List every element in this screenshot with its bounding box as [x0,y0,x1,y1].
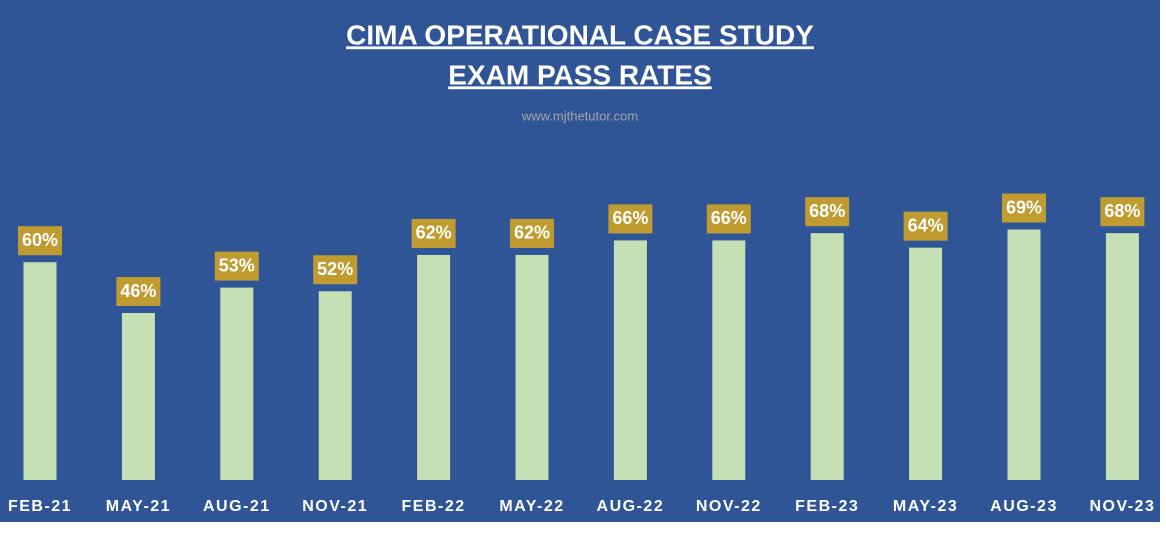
bar [613,240,647,480]
chart-title: EXAM PASS RATES [448,59,711,90]
data-label-box [313,255,358,285]
bar [810,233,844,480]
data-label-box [608,204,653,234]
x-tick-label: AUG-23 [990,498,1058,515]
x-tick-label: NOV-23 [1089,498,1155,515]
data-label: 62% [416,223,452,243]
data-label: 66% [612,208,648,228]
chart-subtitle: www.mjthetutor.com [521,108,638,123]
x-tick-label: MAY-21 [106,498,171,515]
data-label: 62% [514,223,550,243]
data-label: 60% [22,230,58,250]
data-label-box [1002,193,1046,223]
data-label-box [805,197,850,227]
chart-title: CIMA OPERATIONAL CASE STUDY [346,19,814,50]
x-tick-label: FEB-22 [402,498,466,515]
x-tick-label: NOV-22 [696,498,762,515]
data-label: 46% [120,281,156,301]
data-label-box [510,218,554,248]
bar [23,262,57,480]
x-tick-label: FEB-23 [795,498,859,515]
x-tick-label: MAY-23 [893,498,958,515]
bar [712,240,746,480]
bar [1007,229,1041,480]
data-label: 52% [317,259,353,279]
bar [121,313,155,480]
data-label-box [18,226,62,256]
chart-background [0,0,1160,522]
bar [909,247,943,480]
data-label-box [1100,197,1145,227]
data-label-box [116,277,161,307]
bar [1105,233,1139,480]
bar [220,287,254,480]
data-label: 68% [1104,201,1140,221]
data-label: 53% [219,255,255,275]
bar [515,254,549,480]
bar [417,254,451,480]
data-label: 68% [809,201,845,221]
data-label: 66% [711,208,747,228]
data-label-box [903,211,948,241]
data-label: 64% [908,215,944,235]
x-tick-label: AUG-22 [597,498,665,515]
data-label: 69% [1006,197,1042,217]
x-tick-label: MAY-22 [499,498,564,515]
x-tick-label: FEB-21 [8,498,72,515]
x-tick-label: AUG-21 [203,498,271,515]
data-label-box [411,218,456,248]
data-label-box [706,204,751,234]
bar [318,291,352,480]
data-label-box [214,251,259,281]
x-tick-label: NOV-21 [302,498,368,515]
